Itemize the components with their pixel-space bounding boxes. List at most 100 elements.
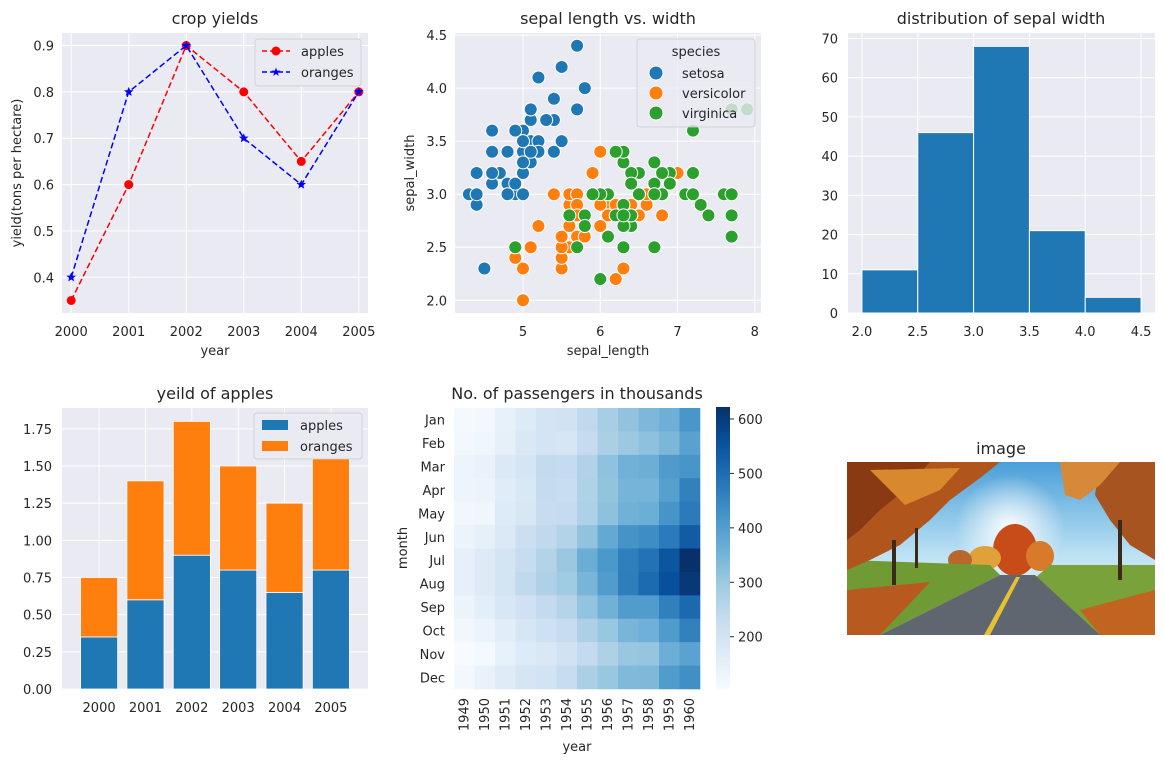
stack-legend-oranges: oranges — [300, 440, 353, 455]
heat-cell — [618, 501, 639, 526]
heat-cell — [474, 454, 496, 479]
iris-point-virginica — [686, 166, 700, 180]
crop-legend: apples ★ oranges — [254, 38, 362, 87]
hist-xtick: 2.5 — [907, 325, 928, 340]
heat-cell — [618, 454, 639, 479]
iris-xtick: 7 — [673, 325, 681, 340]
heat-cell — [495, 665, 516, 690]
heat-cell — [618, 642, 639, 666]
hist-ytick: 20 — [821, 229, 838, 244]
iris-point-versicolor — [554, 229, 569, 244]
heat-cell — [577, 642, 598, 666]
iris-scatter-chart: 5 6 7 8 2.0 2.5 3.0 3.5 4.0 4.5 sepal length vs. … — [403, 9, 761, 359]
heat-cell — [495, 525, 516, 549]
crop-point-oranges — [123, 86, 134, 96]
heat-cell — [556, 618, 578, 643]
hist-bar — [917, 132, 975, 314]
heat-cell — [474, 478, 496, 502]
crop-point-apples — [239, 87, 249, 97]
crop-yields-chart: 2000 2001 2002 2003 2004 2005 0.4 0.5 0.6 0.7 0.8 0… — [10, 9, 375, 359]
hist-ytick: 40 — [821, 150, 838, 165]
autumn-road-photo — [847, 462, 1155, 635]
heat-xtick: 1957 — [621, 698, 636, 731]
heat-cell — [597, 548, 619, 573]
heat-xtick: 1952 — [519, 698, 534, 731]
heat-cell — [577, 501, 598, 526]
crop-title: crop yields — [172, 9, 259, 28]
heat-cell — [556, 478, 578, 502]
heat-cell — [515, 525, 537, 549]
heat-cell — [556, 525, 578, 549]
iris-point-virginica — [608, 144, 623, 159]
hist-ytick: 70 — [821, 32, 838, 47]
crop-point-oranges — [354, 86, 364, 96]
heat-cell — [638, 571, 660, 596]
heat-cell — [454, 431, 475, 456]
hist-title: distribution of sepal width — [897, 9, 1106, 28]
heat-xtick: 1958 — [642, 698, 657, 731]
heat-cell — [536, 618, 557, 643]
iris-xtick: 6 — [596, 325, 604, 340]
iris-point-setosa — [508, 176, 523, 191]
heat-cell — [474, 595, 496, 620]
heat-xtick: 1954 — [560, 698, 575, 731]
iris-legend: species setosa versicolor virginica — [636, 38, 756, 128]
iris-point-versicolor — [546, 187, 561, 202]
hist-xtick: 4.5 — [1131, 325, 1152, 340]
autumn-road-image-panel: image — [847, 439, 1155, 635]
heat-cell — [536, 548, 557, 573]
heat-cell — [597, 408, 619, 432]
hist-bar — [973, 45, 1030, 314]
stack-ytick: 0.50 — [23, 609, 52, 624]
iris-point-setosa — [554, 134, 569, 149]
heat-cell — [495, 501, 516, 526]
heat-cell — [536, 665, 557, 690]
crop-legend-apples: apples — [301, 45, 344, 60]
iris-point-virginica — [624, 176, 639, 191]
iris-point-setosa — [485, 166, 500, 180]
heat-cell — [454, 618, 475, 643]
heat-xtick: 1951 — [498, 698, 513, 731]
heat-cell — [454, 454, 475, 479]
heat-cell — [577, 525, 598, 549]
heat-cell — [556, 501, 578, 526]
iris-point-virginica — [724, 229, 739, 244]
heat-cell — [495, 408, 516, 432]
heat-cell — [659, 525, 680, 549]
heat-cell — [515, 478, 537, 502]
heat-cell — [536, 454, 557, 479]
heat-ytick: Dec — [420, 671, 445, 686]
iris-legend-virginica: virginica — [682, 107, 737, 122]
heat-cell — [536, 501, 557, 526]
stack-xtick: 2002 — [175, 701, 208, 716]
hist-xtick: 3.0 — [963, 325, 984, 340]
iris-point-versicolor — [655, 208, 670, 223]
iris-point-virginica — [508, 240, 523, 255]
heat-cell — [474, 571, 496, 596]
stack-bar-apples — [172, 554, 211, 690]
heat-cell — [638, 431, 660, 456]
crop-legend-apples-marker — [271, 46, 281, 56]
iris-point-virginica — [647, 187, 662, 202]
crop-line-apples — [70, 44, 360, 301]
apples-stacked-bar-chart: 2000 2001 2002 2003 2004 2005 0.00 0.25 0.50 0.75… — [23, 384, 368, 716]
heat-cell — [474, 665, 496, 690]
heat-cell — [679, 454, 701, 479]
crop-point-oranges — [66, 272, 76, 282]
heat-cell — [679, 548, 701, 573]
heat-cell — [495, 618, 516, 643]
heat-colorbar-tick: 400 — [738, 522, 763, 537]
heat-cell — [659, 548, 680, 573]
heat-cell — [679, 501, 701, 526]
heat-cell — [454, 525, 475, 549]
crop-xtick: 2000 — [55, 325, 88, 340]
iris-point-virginica — [616, 240, 631, 255]
crop-ylabel: yield(tons per hectare) — [10, 99, 25, 248]
heat-xtick: 1949 — [457, 698, 472, 731]
heat-cell — [679, 571, 701, 596]
heat-cell — [577, 454, 598, 479]
stack-ytick: 0.25 — [23, 646, 52, 661]
heat-cell — [659, 571, 680, 596]
iris-point-setosa — [469, 166, 484, 180]
